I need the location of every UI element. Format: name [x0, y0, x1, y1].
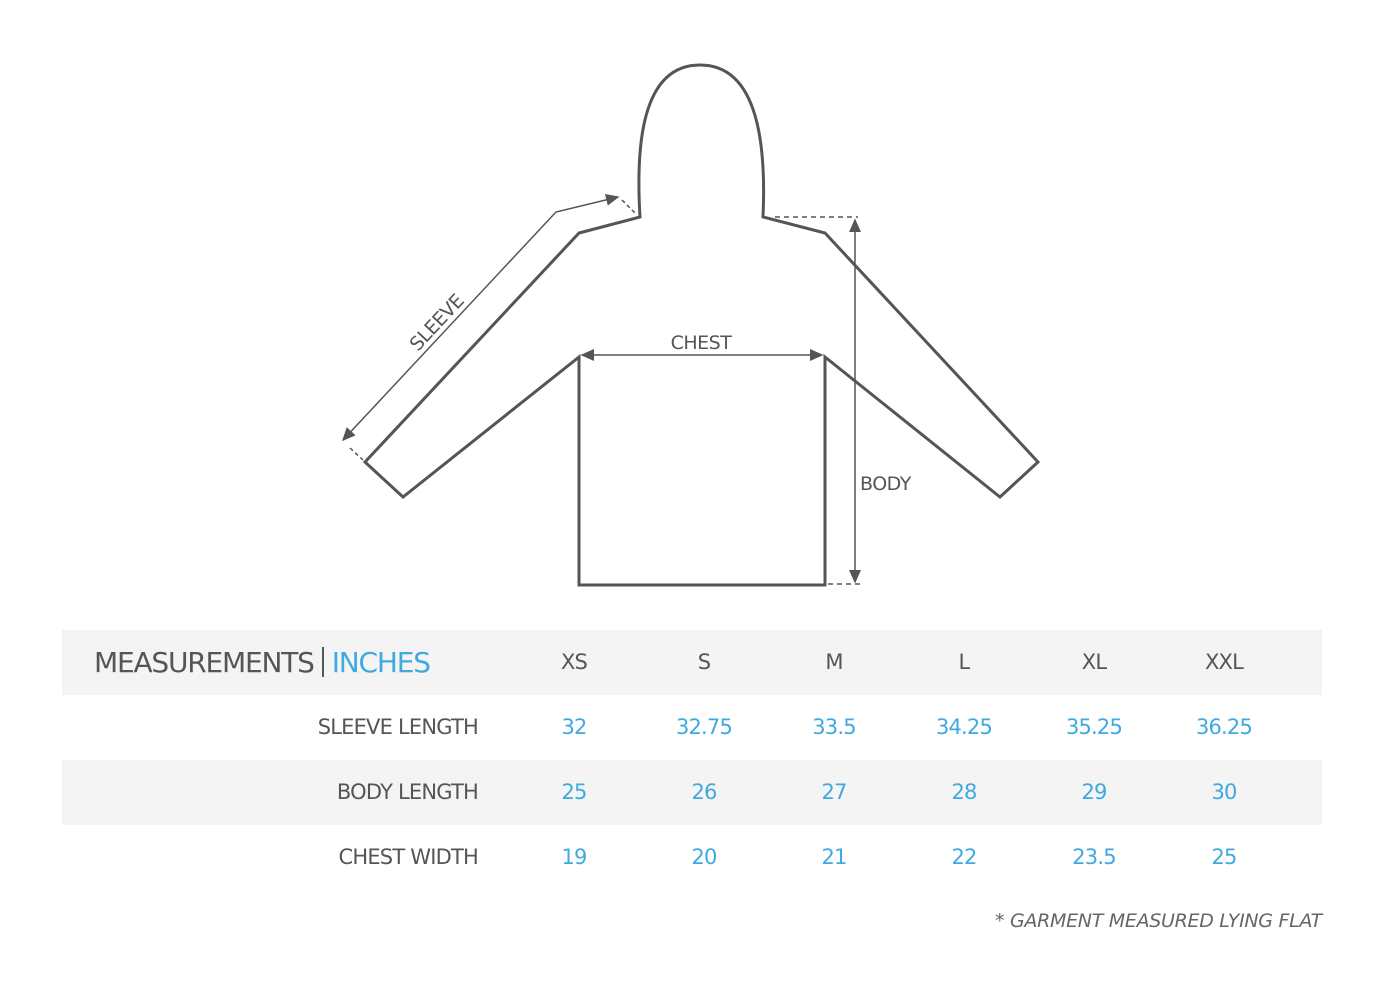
table-title: MEASUREMENTS INCHES [94, 630, 431, 695]
value-cell: 26 [691, 780, 717, 804]
value-cell: 19 [561, 845, 587, 869]
row-label: BODY LENGTH [336, 780, 479, 804]
value-cell: 21 [821, 845, 847, 869]
value-cell: 25 [561, 780, 587, 804]
size-header-m: M [825, 650, 843, 674]
value-cell: 32 [561, 715, 587, 739]
value-cell: 30 [1211, 780, 1237, 804]
sleeve-arrow [341, 193, 620, 442]
chest-label: CHEST [671, 332, 733, 354]
value-cell: 29 [1081, 780, 1107, 804]
sleeve-dash-top [621, 199, 637, 215]
unit-label: INCHES [331, 646, 431, 679]
value-cell: 35.25 [1065, 715, 1123, 739]
value-cell: 25 [1211, 845, 1237, 869]
sleeve-label: SLEEVE [406, 290, 469, 355]
hoodie-outline [362, 63, 1041, 587]
value-cell: 34.25 [935, 715, 993, 739]
sleeve-dash-bottom [349, 447, 364, 461]
size-header-s: S [697, 650, 711, 674]
value-cell: 32.75 [675, 715, 733, 739]
row-label: CHEST WIDTH [338, 845, 478, 869]
size-header-l: L [958, 650, 971, 674]
body-label: BODY [860, 473, 912, 495]
value-cell: 20 [691, 845, 717, 869]
table-row: BODY LENGTH 25 26 27 28 29 30 [62, 760, 1322, 825]
hoodie-diagram: SLEEVE CHEST BODY [341, 63, 1041, 587]
size-header-xxl: XXL [1204, 650, 1244, 674]
value-cell: 28 [951, 780, 977, 804]
value-cell: 22 [951, 845, 977, 869]
value-cell: 27 [821, 780, 847, 804]
title-divider [321, 647, 324, 677]
measurements-title: MEASUREMENTS [94, 646, 315, 679]
table-row: SLEEVE LENGTH 32 32.75 33.5 34.25 35.25 … [62, 695, 1322, 760]
table-row: CHEST WIDTH 19 20 21 22 23.5 25 [62, 825, 1322, 890]
size-header-xs: XS [560, 650, 588, 674]
value-cell: 33.5 [812, 715, 856, 739]
size-header-xl: XL [1081, 650, 1107, 674]
table-header-row: MEASUREMENTS INCHES XS S M L XL XXL [62, 630, 1322, 695]
measurement-note: * GARMENT MEASURED LYING FLAT [995, 910, 1322, 932]
row-label: SLEEVE LENGTH [317, 715, 479, 739]
value-cell: 36.25 [1195, 715, 1253, 739]
value-cell: 23.5 [1072, 845, 1116, 869]
